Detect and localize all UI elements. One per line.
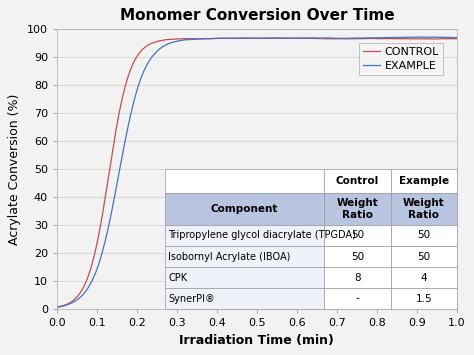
Text: Control: Control [336, 176, 379, 186]
EXAMPLE [357, 36, 363, 40]
CONTROL [454, 37, 460, 41]
CONTROL [399, 37, 405, 41]
EXAMPLE [309, 36, 315, 40]
Bar [391, 267, 457, 288]
CONTROL [268, 36, 274, 40]
Bar [391, 225, 457, 246]
Line: EXAMPLE: EXAMPLE [57, 37, 457, 307]
CONTROL [79, 289, 84, 293]
Bar [391, 246, 457, 267]
Legend: CONTROL, EXAMPLE: CONTROL, EXAMPLE [359, 43, 443, 75]
Bar [324, 193, 391, 225]
Text: CPK: CPK [168, 273, 187, 283]
Bar [324, 169, 391, 193]
Bar [324, 267, 391, 288]
CONTROL [297, 36, 303, 40]
Bar [165, 288, 324, 309]
Bar [324, 288, 391, 309]
Bar [165, 193, 324, 225]
Text: Isobornyl Acrylate (IBOA): Isobornyl Acrylate (IBOA) [168, 251, 291, 262]
EXAMPLE [418, 35, 424, 39]
CONTROL [310, 36, 315, 40]
CONTROL [54, 305, 60, 309]
Text: SynerPI®: SynerPI® [168, 294, 215, 304]
EXAMPLE [297, 36, 302, 40]
Text: 50: 50 [351, 230, 364, 240]
EXAMPLE [54, 305, 60, 309]
Bar [391, 169, 457, 193]
Text: 50: 50 [351, 251, 364, 262]
Bar [165, 267, 324, 288]
Line: CONTROL: CONTROL [57, 38, 457, 307]
Bar [165, 246, 324, 267]
Text: 50: 50 [417, 230, 430, 240]
Text: Weight
Ratio: Weight Ratio [337, 198, 378, 220]
Bar [391, 288, 457, 309]
Title: Monomer Conversion Over Time: Monomer Conversion Over Time [119, 8, 394, 23]
Bar [324, 225, 391, 246]
EXAMPLE [286, 36, 292, 40]
Bar [165, 225, 324, 246]
Bar [391, 193, 457, 225]
Text: 1.5: 1.5 [416, 294, 432, 304]
Text: -: - [356, 294, 359, 304]
Text: 4: 4 [420, 273, 427, 283]
EXAMPLE [399, 36, 404, 40]
CONTROL [358, 37, 364, 41]
Bar [165, 169, 324, 193]
CONTROL [287, 36, 292, 40]
X-axis label: Irradiation Time (min): Irradiation Time (min) [180, 334, 334, 347]
Text: 8: 8 [354, 273, 361, 283]
EXAMPLE [454, 36, 460, 40]
Text: Component: Component [211, 204, 278, 214]
Text: Tripropylene glycol diacrylate (TPGDA): Tripropylene glycol diacrylate (TPGDA) [168, 230, 356, 240]
Y-axis label: Acrylate Conversion (%): Acrylate Conversion (%) [9, 93, 21, 245]
Text: Example: Example [399, 176, 449, 186]
Text: 50: 50 [417, 251, 430, 262]
Text: Weight
Ratio: Weight Ratio [403, 198, 445, 220]
EXAMPLE [79, 294, 84, 298]
Bar [324, 246, 391, 267]
